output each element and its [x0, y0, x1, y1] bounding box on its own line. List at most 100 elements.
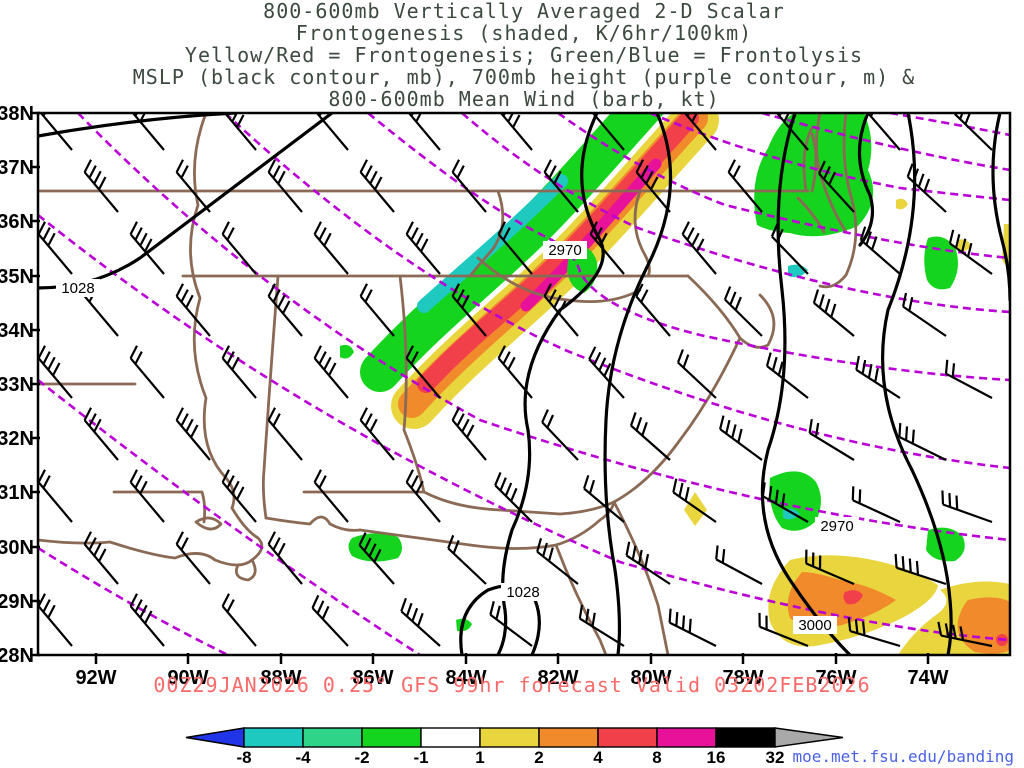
wind-barb: [405, 345, 441, 399]
wind-barb: [83, 407, 119, 461]
colorbar-level-label: -8: [236, 748, 251, 767]
wind-barb: [221, 593, 257, 647]
wind-barb: [541, 409, 579, 461]
lon-tick-label: 82W: [537, 667, 578, 689]
wind-barb: [175, 407, 211, 461]
wind-barb: [894, 553, 947, 586]
site-link[interactable]: moe.met.fsu.edu/banding: [792, 747, 1014, 766]
lat-tick-label: 31N: [0, 482, 34, 504]
height-contour: [367, 113, 1010, 382]
state-border: [796, 113, 858, 289]
height-contour: [761, 113, 1010, 172]
wind-barb: [859, 226, 901, 275]
wind-barb: [953, 113, 993, 151]
height-contour: [38, 378, 421, 655]
wind-barb: [851, 486, 901, 523]
wind-barb: [589, 221, 625, 275]
lat-tick-label: 36N: [0, 211, 34, 233]
axis-ticks: 38N 37N 36N 35N 34N 33N 32N 31N 30N 29N 28N 92W 90W 8…: [0, 103, 949, 689]
wind-barb: [407, 113, 441, 151]
state-border: [261, 274, 280, 520]
title-line-5: 800-600mb Mean Wind (barb, kt): [328, 87, 719, 111]
colorbar-level-label: 1: [475, 748, 484, 767]
wind-barb: [267, 159, 303, 213]
shade-band-magenta: [520, 158, 662, 312]
mslp-contour: [38, 113, 237, 138]
wind-barb: [676, 349, 717, 399]
state-border: [234, 558, 257, 582]
wind-barb: [629, 412, 671, 461]
colorbar-level-label: 8: [652, 748, 661, 767]
wind-barb: [668, 608, 717, 647]
contour-label: 3000: [798, 617, 831, 634]
wind-barb: [683, 113, 717, 151]
wind-barb: [451, 407, 487, 461]
wind-barb: [313, 345, 349, 399]
shade-band-teal: [417, 174, 568, 313]
wind-barb: [727, 159, 763, 213]
wind-barb: [313, 469, 349, 523]
state-border: [612, 336, 742, 504]
colorbar-level-label: 32: [766, 748, 785, 767]
mslp-contour: [603, 113, 673, 655]
colorbar-segment: [538, 727, 599, 748]
wind-barb: [83, 531, 119, 585]
wind-barb: [543, 159, 579, 213]
shade-dot-yellow-1: [896, 198, 908, 210]
height-contour: [38, 546, 229, 655]
height-contour: [77, 113, 1010, 542]
lat-tick-label: 32N: [0, 428, 34, 450]
wind-barb: [221, 345, 257, 399]
wind-barb: [359, 283, 395, 337]
colorbar-segment: [656, 727, 717, 748]
wind-barb: [359, 159, 395, 213]
state-border: [476, 256, 642, 303]
contour-label-layer: 1028 2970 1028 2970 3000: [56, 241, 859, 634]
lat-tick-label: 28N: [0, 645, 34, 667]
wind-barb: [812, 289, 855, 337]
wind-barb: [758, 612, 809, 648]
shade-blob-green-southeast: [926, 527, 965, 562]
shade-blob-green-coast: [348, 533, 402, 562]
forecast-info: 00Z29JAN2026 0.25° GFS 99hr forecast Val…: [153, 673, 870, 697]
wind-barb: [761, 482, 809, 523]
height-contours: [38, 113, 1010, 655]
wind-barb: [937, 621, 993, 648]
lat-tick-label: 33N: [0, 374, 34, 396]
wind-barb: [583, 474, 625, 523]
wind-barb: [941, 490, 993, 524]
colorbar-level-label: 2: [534, 748, 543, 767]
wind-barb: [805, 549, 855, 586]
height-contour: [889, 113, 1010, 137]
colorbar-segment: [302, 727, 363, 748]
wind-barb: [311, 594, 349, 647]
colorbar-level-label: -4: [295, 748, 311, 767]
lat-tick-label: 30N: [0, 537, 34, 559]
wind-barb: [625, 541, 671, 585]
lon-tick-label: 80W: [630, 667, 671, 689]
wind-barb: [175, 283, 211, 337]
contour-label-box: [793, 616, 837, 634]
wind-barb: [536, 537, 579, 585]
wind-barb: [588, 346, 625, 399]
contour-label: 1028: [506, 584, 539, 601]
colorbar-level-label: 16: [707, 748, 726, 767]
colorbar-segment: [361, 727, 422, 748]
colorbar-level-label: 4: [593, 748, 603, 767]
wind-barb: [38, 345, 73, 399]
lon-tick-label: 76W: [815, 667, 856, 689]
wind-barb: [405, 221, 441, 275]
colorbar: -8 -4 -2 -1 1 2 4 8 16 32: [185, 727, 844, 767]
wind-barb: [359, 407, 395, 461]
wind-barb: [543, 283, 579, 337]
colorbar-level-label: -2: [354, 748, 369, 767]
state-border: [468, 189, 505, 278]
colorbar-segment: [479, 727, 540, 748]
contour-label-box: [56, 279, 100, 297]
wind-barb: [847, 617, 901, 648]
wind-barb: [902, 292, 947, 337]
mslp-contour: [760, 113, 852, 655]
shade-band-green: [360, 113, 665, 392]
wind-barb: [906, 163, 947, 213]
lon-tick-label: 90W: [167, 667, 208, 689]
